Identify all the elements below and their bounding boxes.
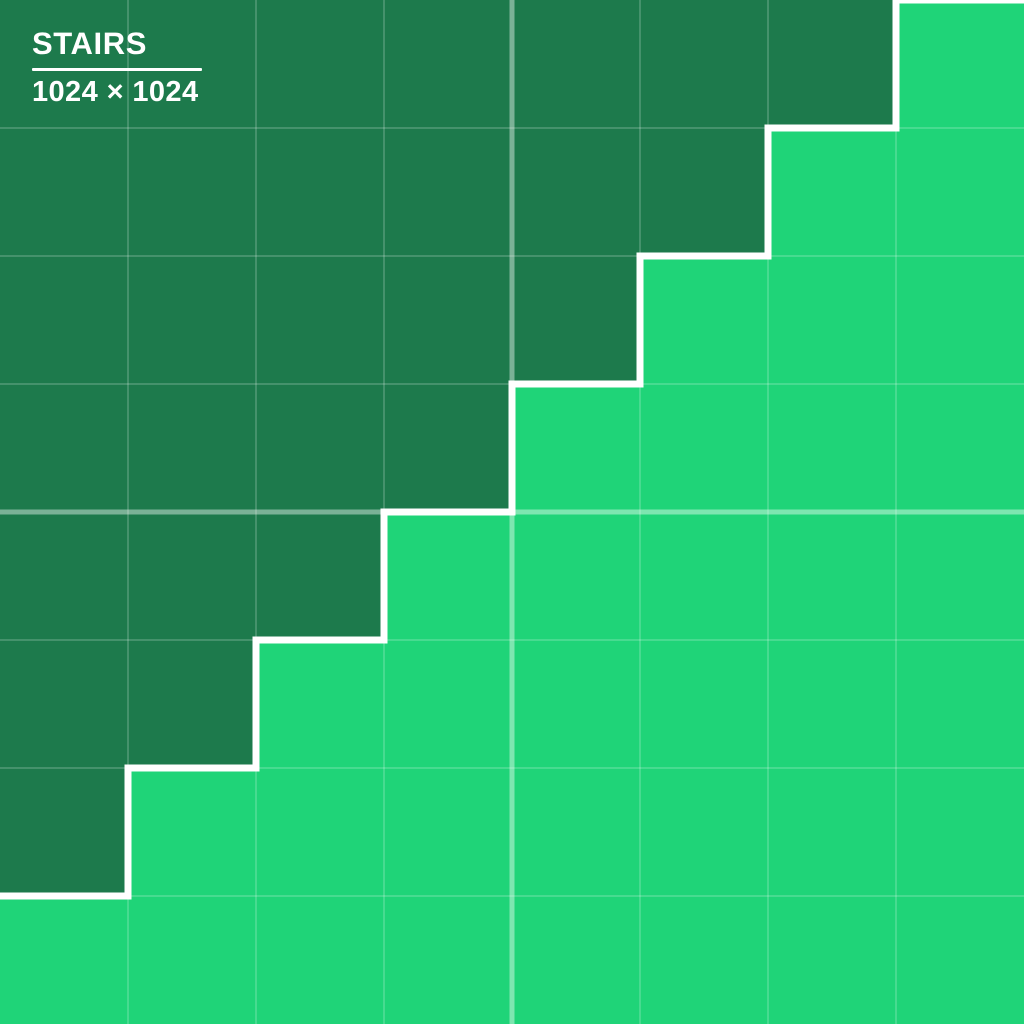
title-underline-rule [32, 67, 202, 71]
dimensions-label: 1024 × 1024 [32, 75, 199, 108]
page-title: STAIRS [32, 26, 147, 61]
staircase-boundary-line [0, 0, 1024, 900]
caption-block: STAIRS 1024 × 1024 [30, 26, 202, 108]
